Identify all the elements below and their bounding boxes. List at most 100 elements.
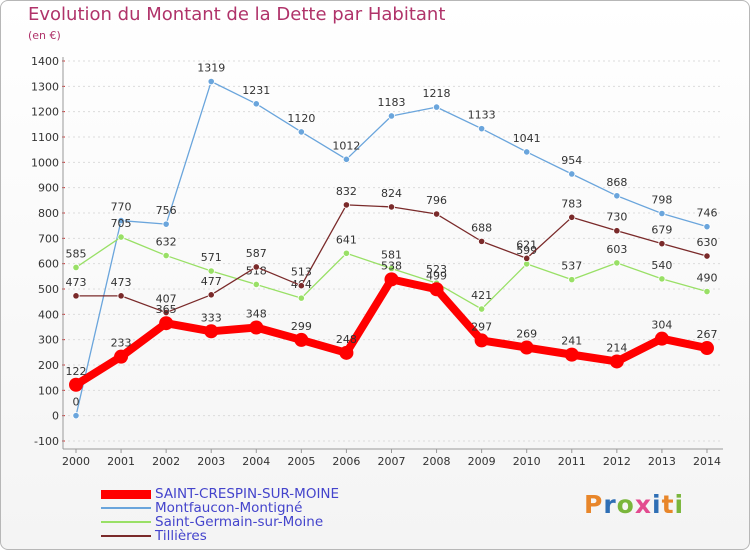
x-tick-label: 2014 bbox=[693, 455, 721, 468]
data-point bbox=[294, 332, 309, 347]
data-point bbox=[207, 291, 215, 299]
data-point bbox=[568, 276, 576, 284]
y-tick-label: 400 bbox=[38, 308, 59, 321]
x-tick-label: 2005 bbox=[287, 455, 315, 468]
legend-label: Saint-Germain-sur-Moine bbox=[155, 514, 324, 530]
data-point bbox=[387, 112, 396, 120]
logo-letter: i bbox=[652, 490, 662, 519]
data-label: 1231 bbox=[242, 84, 270, 97]
x-tick-label: 2001 bbox=[107, 455, 135, 468]
data-point bbox=[474, 333, 489, 348]
data-point bbox=[387, 203, 396, 211]
data-label: 585 bbox=[66, 247, 87, 260]
data-label: 832 bbox=[336, 185, 357, 198]
data-point bbox=[568, 213, 576, 221]
data-label: 333 bbox=[201, 311, 222, 324]
legend-label: Tillières bbox=[155, 528, 207, 544]
data-label: 297 bbox=[471, 320, 492, 333]
y-tick-label: 700 bbox=[38, 232, 59, 245]
logo-letter: i bbox=[674, 490, 685, 519]
data-label: 571 bbox=[201, 251, 222, 264]
y-tick-label: 300 bbox=[38, 334, 59, 347]
legend-swatch bbox=[101, 521, 151, 523]
data-point bbox=[654, 331, 669, 346]
data-label: 770 bbox=[111, 201, 132, 214]
data-point bbox=[384, 272, 399, 287]
chart-subtitle: (en €) bbox=[28, 29, 61, 42]
data-point bbox=[658, 209, 666, 218]
data-point bbox=[613, 259, 621, 267]
y-tick-label: 1300 bbox=[31, 80, 59, 93]
data-point bbox=[703, 252, 711, 260]
data-label: 824 bbox=[381, 187, 402, 200]
data-point bbox=[609, 354, 624, 369]
data-label: 421 bbox=[471, 289, 492, 302]
data-label: 513 bbox=[291, 266, 312, 279]
chart-title: Evolution du Montant de la Dette par Hab… bbox=[28, 4, 446, 25]
data-point bbox=[204, 324, 219, 339]
logo-letter: x bbox=[634, 490, 652, 519]
legend-swatch bbox=[101, 490, 151, 499]
data-label: 630 bbox=[696, 236, 717, 249]
data-label: 621 bbox=[516, 238, 537, 251]
x-tick-label: 2010 bbox=[513, 455, 541, 468]
data-point bbox=[162, 251, 170, 260]
data-label: 267 bbox=[696, 328, 717, 341]
legend-swatch bbox=[101, 535, 151, 537]
y-tick-label: 800 bbox=[38, 207, 59, 220]
data-point bbox=[613, 227, 621, 235]
logo-letter: t bbox=[661, 490, 675, 519]
y-tick-label: 100 bbox=[38, 384, 59, 397]
data-point bbox=[568, 170, 576, 178]
data-point bbox=[117, 233, 125, 241]
data-label: 299 bbox=[291, 320, 312, 333]
data-label: 679 bbox=[651, 224, 672, 237]
data-label: 473 bbox=[66, 276, 87, 289]
data-label: 730 bbox=[606, 211, 627, 224]
data-point bbox=[699, 341, 714, 356]
data-point bbox=[613, 192, 621, 200]
y-tick-label: 500 bbox=[38, 283, 59, 296]
y-tick-label: 1200 bbox=[31, 106, 59, 119]
x-tick-label: 2004 bbox=[242, 455, 270, 468]
data-label: 269 bbox=[516, 328, 537, 341]
data-label: 473 bbox=[111, 276, 132, 289]
data-point bbox=[432, 210, 441, 218]
data-point bbox=[297, 282, 305, 290]
x-tick-label: 2008 bbox=[423, 455, 451, 468]
data-label: 523 bbox=[426, 263, 447, 276]
y-tick-label: 900 bbox=[38, 182, 59, 195]
y-tick-label: -100 bbox=[34, 435, 59, 448]
x-tick-label: 2002 bbox=[152, 455, 180, 468]
data-label: 954 bbox=[561, 154, 582, 167]
y-tick-label: 1100 bbox=[31, 131, 59, 144]
data-label: 477 bbox=[201, 275, 222, 288]
data-label: 756 bbox=[156, 204, 177, 217]
data-label: 1012 bbox=[332, 139, 360, 152]
legend-label: SAINT-CRESPIN-SUR-MOINE bbox=[155, 486, 340, 502]
data-point bbox=[564, 347, 579, 362]
data-point bbox=[159, 316, 174, 331]
data-label: 407 bbox=[156, 293, 177, 306]
data-point bbox=[117, 292, 125, 300]
data-point bbox=[429, 282, 444, 297]
y-tick-label: 200 bbox=[38, 359, 59, 372]
data-label: 518 bbox=[246, 264, 267, 277]
data-label: 538 bbox=[381, 259, 402, 272]
logo-letter: P bbox=[584, 490, 604, 519]
data-label: 233 bbox=[111, 337, 132, 350]
data-label: 705 bbox=[111, 217, 132, 230]
data-point bbox=[297, 294, 305, 302]
data-point bbox=[114, 349, 129, 364]
data-point bbox=[297, 128, 305, 136]
x-tick-label: 2007 bbox=[377, 455, 405, 468]
y-tick-label: 1400 bbox=[31, 55, 59, 68]
data-point bbox=[162, 308, 170, 317]
data-label: 632 bbox=[156, 236, 177, 249]
legend-swatch bbox=[101, 507, 151, 509]
data-point bbox=[117, 217, 125, 225]
data-label: 603 bbox=[606, 243, 627, 256]
data-label: 365 bbox=[156, 303, 177, 316]
data-label: 641 bbox=[336, 233, 357, 246]
data-label: 0 bbox=[73, 396, 80, 409]
